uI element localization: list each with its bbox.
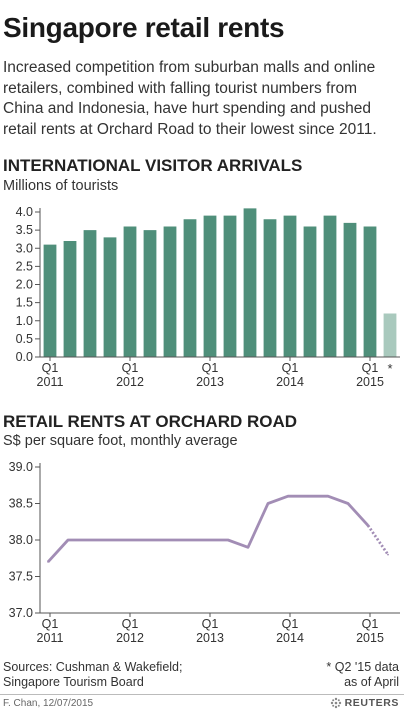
data-point	[307, 495, 309, 498]
bar	[63, 241, 77, 357]
y-tick-label: 3.0	[16, 241, 33, 255]
y-tick-label: 2.0	[16, 278, 33, 292]
y-tick-label: 1.5	[16, 296, 33, 310]
data-point	[147, 539, 149, 541]
bar	[383, 313, 397, 357]
x-tick-year: 2014	[276, 631, 304, 645]
x-tick-year: 2012	[116, 631, 144, 645]
bar	[263, 219, 277, 357]
y-tick-label: 38.0	[9, 533, 33, 547]
data-point	[67, 539, 69, 541]
y-tick-label: 3.5	[16, 223, 33, 237]
data-point	[47, 561, 49, 563]
visitor-arrivals-bar-chart: 0.00.51.01.52.02.53.03.54.0Q12011Q12012Q…	[16, 205, 400, 389]
data-point	[347, 502, 349, 505]
x-tick-quarter: Q1	[42, 361, 59, 375]
footer-divider	[0, 694, 404, 695]
y-tick-label: 1.0	[16, 314, 33, 328]
x-tick-year: 2011	[37, 375, 64, 389]
bar	[103, 237, 117, 357]
brand-logo: REUTERS	[330, 697, 399, 709]
bar	[183, 219, 197, 357]
x-tick-year: 2011	[37, 631, 64, 645]
bar	[243, 208, 257, 357]
bar	[303, 226, 317, 357]
bar	[163, 226, 177, 357]
reuters-dots-icon	[330, 697, 341, 709]
bar	[283, 215, 297, 357]
bar	[223, 215, 237, 357]
y-tick-label: 4.0	[16, 205, 33, 219]
line-chart-title: RETAIL RENTS AT ORCHARD ROAD	[3, 412, 298, 431]
bar	[363, 226, 377, 357]
data-point	[87, 539, 89, 541]
y-tick-label: 38.5	[9, 497, 33, 511]
x-tick-quarter: Q1	[122, 617, 139, 631]
bar	[323, 215, 337, 357]
y-tick-label: 37.0	[9, 606, 33, 620]
y-tick-label: 0.5	[16, 332, 33, 346]
data-point	[107, 539, 109, 541]
data-point	[247, 546, 249, 549]
data-point	[387, 553, 389, 556]
data-point	[267, 502, 269, 505]
brand-name: REUTERS	[344, 697, 399, 709]
x-tick-year: 2012	[116, 375, 144, 389]
bar-chart-title: INTERNATIONAL VISITOR ARRIVALS	[3, 156, 303, 175]
page-title: Singapore retail rents	[3, 12, 285, 43]
footnote: * Q2 '15 data as of April	[326, 660, 399, 690]
footnote-line-1: * Q2 '15 data	[326, 660, 399, 674]
data-point	[167, 539, 169, 541]
y-tick-label: 37.5	[9, 570, 33, 584]
bar	[143, 230, 157, 357]
data-point	[327, 495, 329, 498]
x-tick-year: 2015	[356, 375, 384, 389]
x-tick-year: 2013	[196, 631, 224, 645]
rent-line	[46, 494, 370, 563]
line-chart-subtitle: S$ per square foot, monthly average	[3, 433, 238, 449]
x-tick-quarter: Q1	[42, 617, 59, 631]
data-point	[187, 539, 189, 541]
x-tick-quarter: Q1	[282, 617, 299, 631]
data-point	[127, 539, 129, 541]
x-tick-quarter: Q1	[202, 617, 219, 631]
source-line-1: Sources: Cushman & Wakefield;	[3, 660, 183, 674]
data-point	[287, 495, 289, 498]
y-tick-label: 39.0	[9, 460, 33, 474]
x-tick-quarter: Q1	[282, 361, 299, 375]
x-tick-quarter: Q1	[362, 617, 379, 631]
data-point	[227, 539, 229, 541]
y-tick-label: 0.0	[16, 350, 33, 364]
bar	[343, 222, 357, 357]
retail-rents-line-chart: 37.037.538.038.539.0Q12011Q12012Q12013Q1…	[9, 460, 400, 645]
footnote-line-2: as of April	[344, 675, 399, 689]
bar	[43, 244, 57, 357]
bar-chart-subtitle: Millions of tourists	[3, 178, 119, 194]
x-tick-quarter: Q1	[122, 361, 139, 375]
data-point	[207, 539, 209, 541]
bar	[83, 230, 97, 357]
x-tick-year: 2014	[276, 375, 304, 389]
partial-data-marker: *	[387, 361, 392, 376]
x-tick-year: 2015	[356, 631, 384, 645]
bar	[203, 215, 217, 357]
source-note: Sources: Cushman & Wakefield; Singapore …	[3, 660, 182, 690]
bar	[123, 226, 137, 357]
data-point	[367, 524, 369, 527]
x-tick-quarter: Q1	[362, 361, 379, 375]
graphic-credit: F. Chan, 12/07/2015	[3, 698, 94, 709]
source-line-2: Singapore Tourism Board	[3, 675, 144, 689]
y-tick-label: 2.5	[16, 259, 33, 273]
x-tick-quarter: Q1	[202, 361, 219, 375]
rent-line-partial	[366, 524, 390, 556]
x-tick-year: 2013	[196, 375, 224, 389]
chart-description: Increased competition from suburban mall…	[3, 59, 377, 138]
